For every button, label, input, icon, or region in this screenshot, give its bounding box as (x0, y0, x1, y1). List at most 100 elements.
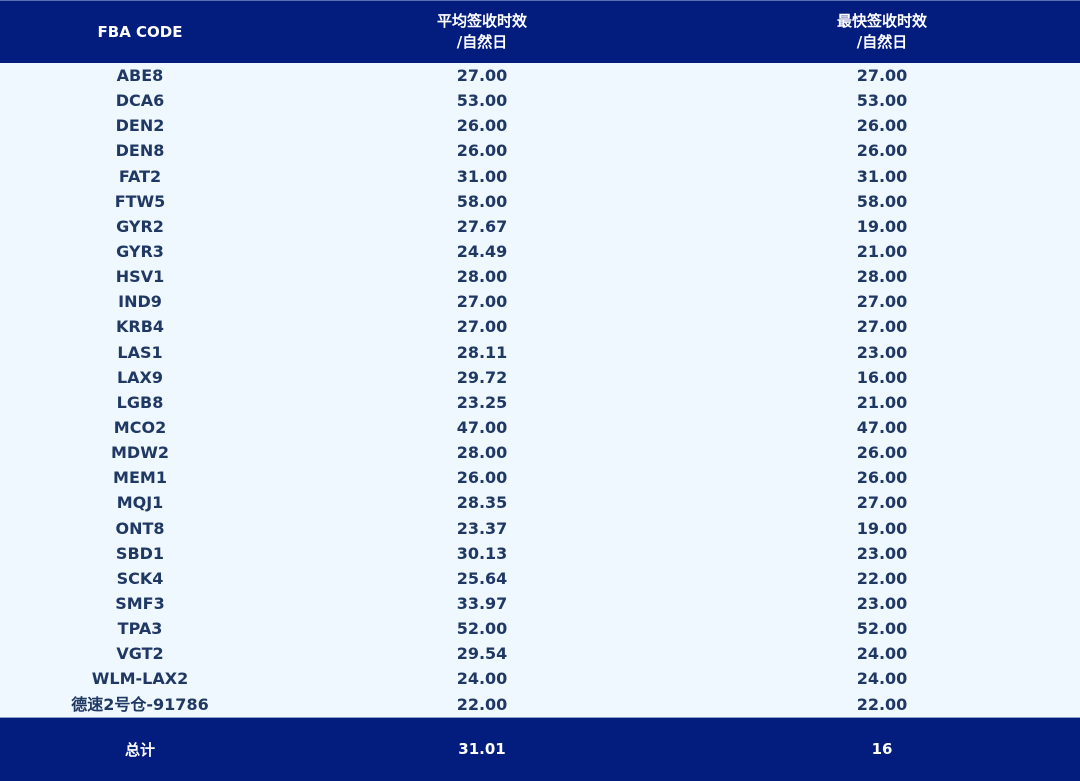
table-row: ONT8 23.37 19.00 (0, 516, 1080, 541)
total-fastest: 16 (684, 716, 1080, 781)
table-row: GYR2 27.67 19.00 (0, 214, 1080, 239)
table-row: LAX9 29.72 16.00 (0, 365, 1080, 390)
table-row: IND9 27.00 27.00 (0, 289, 1080, 314)
cell-avg-time: 29.72 (456, 367, 508, 387)
cell-fastest-time: 26.00 (856, 141, 908, 161)
cell-fastest-time: 22.00 (856, 568, 908, 588)
header-fastest-time: 最快签收时效/自然日 (684, 0, 1080, 63)
cell-fastest-time: 24.00 (856, 644, 908, 664)
cell-fba-code: MQJ1 (116, 493, 164, 513)
table-row: MDW2 28.00 26.00 (0, 440, 1080, 465)
cell-avg-time: 25.64 (456, 568, 508, 588)
cell-fba-code: DEN8 (115, 141, 165, 161)
table-row: LGB8 23.25 21.00 (0, 390, 1080, 415)
cell-fastest-time: 22.00 (856, 694, 908, 714)
cell-fastest-time: 21.00 (856, 392, 908, 412)
cell-fastest-time: 47.00 (856, 418, 908, 438)
cell-avg-time: 58.00 (456, 191, 508, 211)
cell-fba-code: LAX9 (116, 367, 164, 387)
cell-fastest-time: 27.00 (856, 317, 908, 337)
cell-fba-code: 德速2号仓-91786 (71, 694, 209, 714)
table-row: WLM-LAX2 24.00 24.00 (0, 666, 1080, 691)
cell-fastest-time: 23.00 (856, 342, 908, 362)
cell-fba-code: DEN2 (115, 116, 165, 136)
cell-avg-time: 27.00 (456, 317, 508, 337)
table-row: GYR3 24.49 21.00 (0, 239, 1080, 264)
cell-fastest-time: 19.00 (856, 518, 908, 538)
cell-avg-time: 52.00 (456, 619, 508, 639)
cell-avg-time: 30.13 (456, 543, 508, 563)
cell-avg-time: 27.67 (456, 216, 508, 236)
cell-fastest-time: 26.00 (856, 468, 908, 488)
cell-fastest-time: 27.00 (856, 493, 908, 513)
cell-avg-time: 28.00 (456, 443, 508, 463)
cell-avg-time: 28.11 (456, 342, 508, 362)
cell-fastest-time: 53.00 (856, 91, 908, 111)
cell-avg-time: 26.00 (456, 116, 508, 136)
cell-fba-code: DCA6 (115, 91, 165, 111)
cell-avg-time: 27.00 (456, 66, 508, 86)
table-row: DCA6 53.00 53.00 (0, 88, 1080, 113)
cell-fba-code: ONT8 (115, 518, 165, 538)
cell-fba-code: HSV1 (115, 267, 165, 287)
total-label: 总计 (0, 716, 280, 781)
cell-fastest-time: 23.00 (856, 543, 908, 563)
cell-fastest-time: 26.00 (856, 443, 908, 463)
cell-fastest-time: 23.00 (856, 594, 908, 614)
table-row: MEM1 26.00 26.00 (0, 465, 1080, 490)
cell-fastest-time: 52.00 (856, 619, 908, 639)
table-row: MCO2 47.00 47.00 (0, 415, 1080, 440)
total-row: 总计 31.01 16 (0, 716, 1080, 781)
cell-fastest-time: 21.00 (856, 242, 908, 262)
cell-fastest-time: 27.00 (856, 292, 908, 312)
cell-fba-code: SMF3 (115, 594, 165, 614)
header-avg-time: 平均签收时效/自然日 (280, 0, 684, 63)
table-row: SMF3 33.97 23.00 (0, 591, 1080, 616)
cell-fba-code: FAT2 (118, 166, 162, 186)
cell-avg-time: 28.00 (456, 267, 508, 287)
cell-avg-time: 24.49 (456, 242, 508, 262)
cell-fba-code: TPA3 (117, 619, 163, 639)
cell-fba-code: GYR3 (116, 242, 164, 262)
header-avg-line1: 平均签收时效 (436, 12, 527, 30)
cell-fba-code: WLM-LAX2 (91, 669, 189, 689)
cell-fba-code: IND9 (118, 292, 162, 312)
table-row: DEN2 26.00 26.00 (0, 113, 1080, 138)
cell-fba-code: MDW2 (111, 443, 169, 463)
cell-avg-time: 24.00 (456, 669, 508, 689)
cell-fba-code: GYR2 (116, 216, 164, 236)
cell-avg-time: 23.37 (456, 518, 508, 538)
cell-fba-code: KRB4 (115, 317, 165, 337)
table-row: 德速2号仓-91786 22.00 22.00 (0, 692, 1080, 718)
cell-fba-code: LGB8 (116, 392, 164, 412)
header-avg-line2: /自然日 (456, 33, 508, 51)
cell-fastest-time: 16.00 (856, 367, 908, 387)
cell-avg-time: 53.00 (456, 91, 508, 111)
cell-avg-time: 22.00 (456, 694, 508, 714)
cell-fastest-time: 19.00 (856, 216, 908, 236)
cell-avg-time: 47.00 (456, 418, 508, 438)
table-row: MQJ1 28.35 27.00 (0, 490, 1080, 515)
table-row: TPA3 52.00 52.00 (0, 616, 1080, 641)
total-avg: 31.01 (280, 716, 684, 781)
cell-fba-code: ABE8 (116, 66, 164, 86)
header-fastest-line1: 最快签收时效 (836, 12, 927, 30)
header-fastest-line2: /自然日 (856, 33, 908, 51)
table-row: KRB4 27.00 27.00 (0, 314, 1080, 339)
table-row: VGT2 29.54 24.00 (0, 641, 1080, 666)
cell-fba-code: MEM1 (113, 468, 167, 488)
cell-fastest-time: 31.00 (856, 166, 908, 186)
header-fba-code: FBA CODE (0, 0, 280, 63)
cell-fastest-time: 28.00 (856, 267, 908, 287)
table-row: HSV1 28.00 28.00 (0, 264, 1080, 289)
cell-fastest-time: 58.00 (856, 191, 908, 211)
cell-fastest-time: 24.00 (856, 669, 908, 689)
cell-fba-code: SCK4 (116, 568, 164, 588)
cell-fba-code: SBD1 (115, 543, 165, 563)
table-row: DEN8 26.00 26.00 (0, 138, 1080, 163)
cell-fastest-time: 26.00 (856, 116, 908, 136)
cell-fba-code: LAS1 (117, 342, 163, 362)
cell-fba-code: MCO2 (113, 418, 167, 438)
table-row: FTW5 58.00 58.00 (0, 189, 1080, 214)
